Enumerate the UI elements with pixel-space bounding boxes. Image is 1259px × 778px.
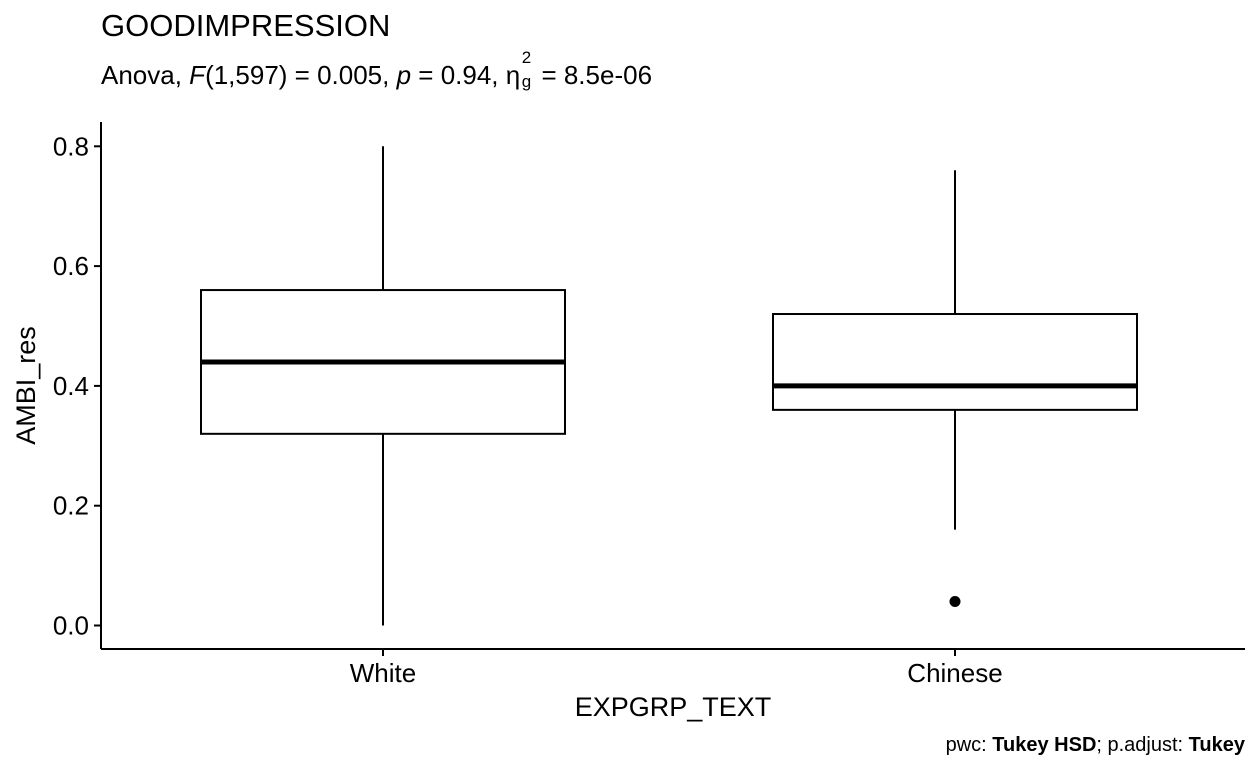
- subtitle-stat-symbol: F: [189, 60, 206, 90]
- box-chinese: [772, 170, 1138, 608]
- subtitle-effect-text: = 8.5e-06: [534, 60, 653, 90]
- chart-title: GOODIMPRESSION: [101, 8, 391, 43]
- subtitle-prefix: Anova,: [101, 60, 190, 90]
- eta-letter: η: [505, 60, 521, 90]
- outlier-point: [949, 596, 961, 608]
- y-tick-label: 0.4: [53, 371, 89, 401]
- y-tick-label: 0.2: [53, 491, 89, 521]
- x-axis-title: EXPGRP_TEXT: [575, 692, 772, 722]
- subtitle-p-symbol: p: [396, 60, 412, 90]
- eta-sub: g: [521, 72, 532, 91]
- x-tick-label: White: [350, 658, 416, 688]
- caption-value-2: Tukey: [1188, 734, 1245, 756]
- subtitle-p-text: = 0.94,: [411, 60, 506, 90]
- chart-caption: pwc: Tukey HSD; p.adjust: Tukey: [946, 734, 1245, 757]
- caption-label-2: ; p.adjust:: [1096, 734, 1189, 756]
- caption-value-1: Tukey HSD: [992, 734, 1097, 756]
- caption-label-1: pwc:: [945, 734, 993, 756]
- box-white: [200, 146, 566, 626]
- subtitle-stat-text: (1,597) = 0.005,: [205, 60, 397, 90]
- y-tick-label: 0.8: [53, 131, 89, 161]
- box-iqr: [772, 313, 1138, 411]
- y-tick-label: 0.6: [53, 251, 89, 281]
- eta-sup: 2: [521, 48, 532, 67]
- x-tick-label: Chinese: [907, 658, 1002, 688]
- y-tick-label: 0.0: [53, 611, 89, 641]
- y-axis-title: AMBI_res: [11, 326, 41, 445]
